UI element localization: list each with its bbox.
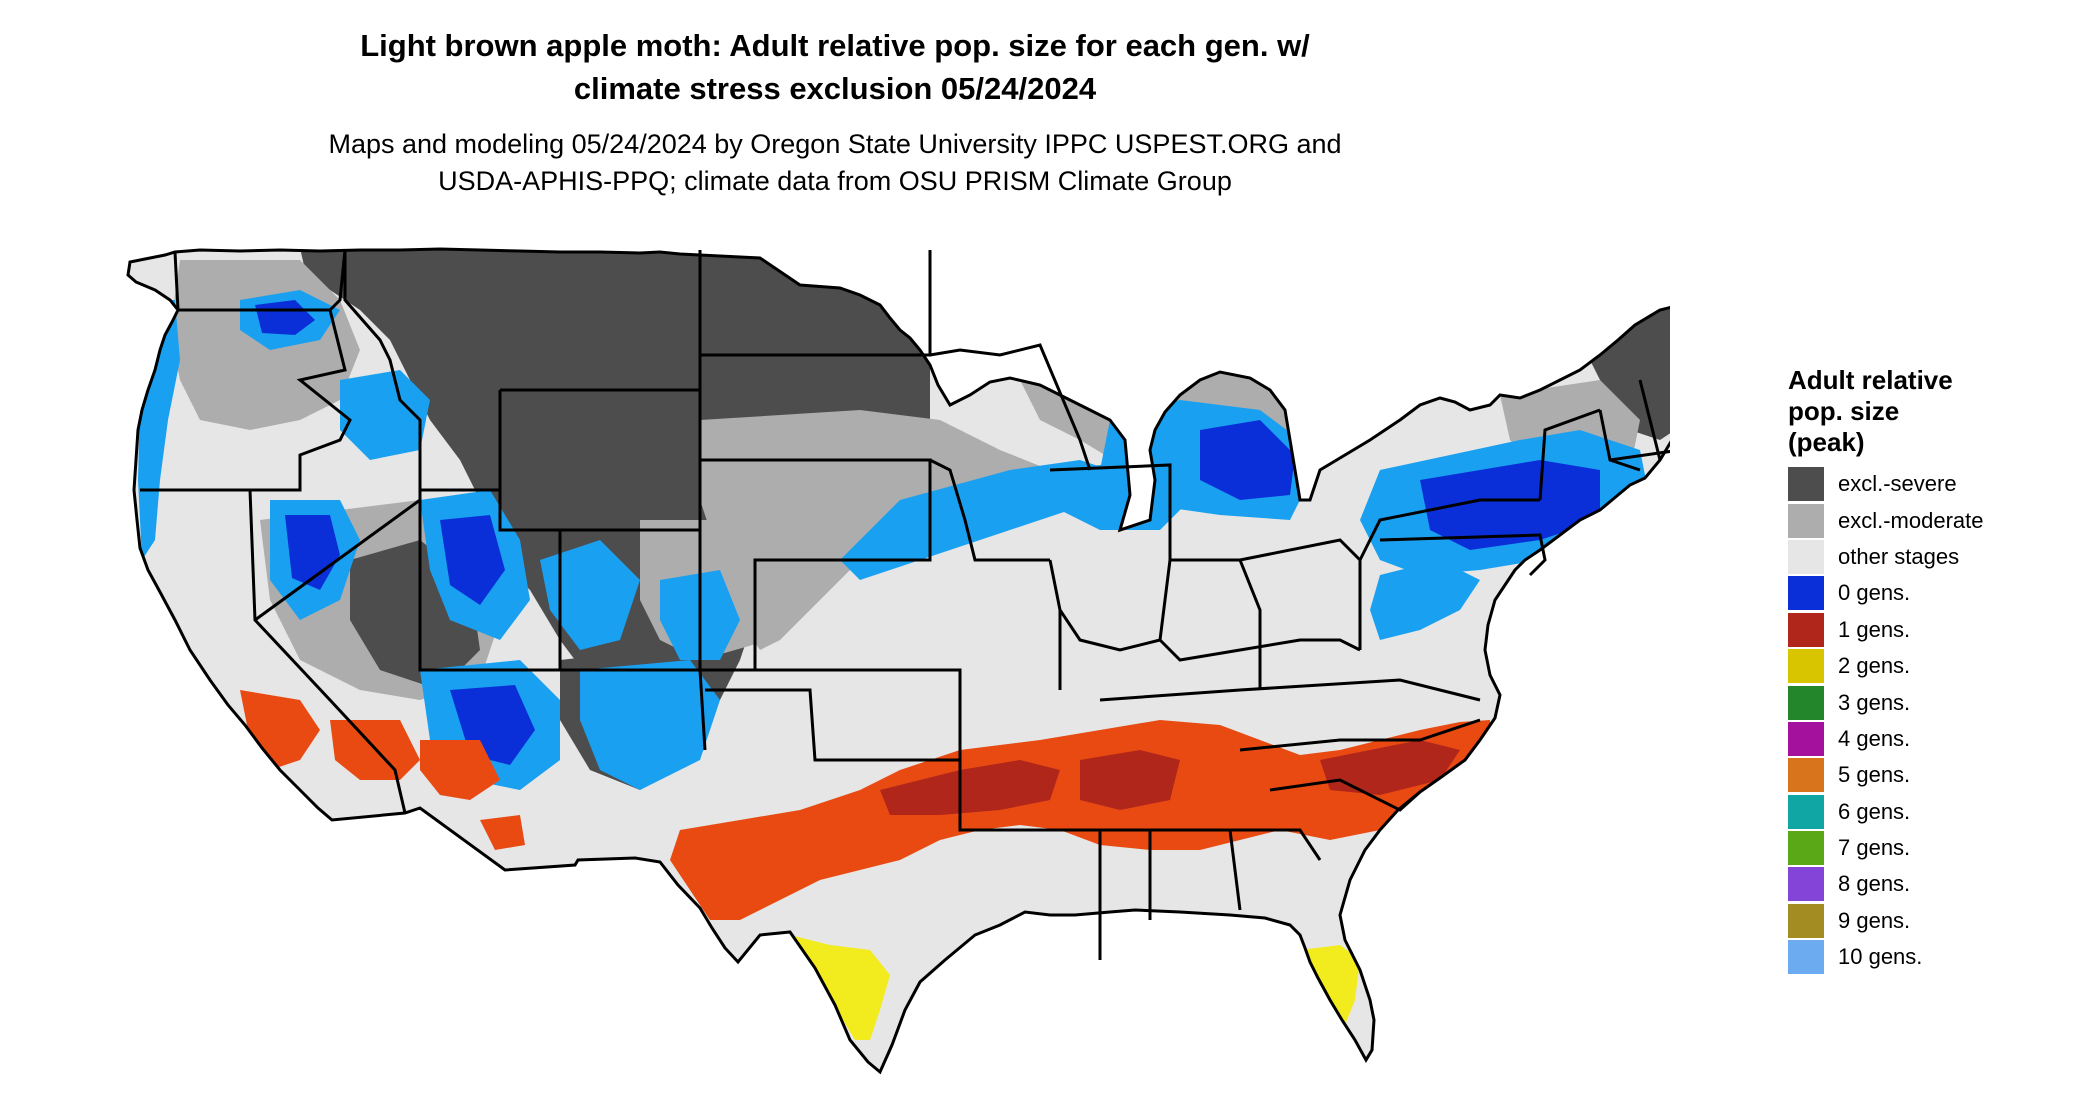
legend-item: 5 gens. <box>1788 757 2078 793</box>
legend-swatch <box>1788 721 1824 756</box>
legend-title-line-2: pop. size <box>1788 396 1900 426</box>
legend-item: 0 gens. <box>1788 575 2078 611</box>
legend-swatch <box>1788 685 1824 720</box>
legend-label: 10 gens. <box>1838 944 1923 970</box>
legend-label: excl.-moderate <box>1838 507 1984 533</box>
legend-swatch <box>1788 903 1824 938</box>
region-2-gens <box>790 935 1360 1040</box>
legend-swatch <box>1788 831 1824 866</box>
legend-item: 3 gens. <box>1788 684 2078 720</box>
region-excl-severe-upper-midwest <box>930 250 1080 355</box>
legend-swatch <box>1788 867 1824 902</box>
map-legend: Adult relative pop. size (peak) excl.-se… <box>1788 365 2078 975</box>
legend-item: excl.-moderate <box>1788 502 2078 538</box>
us-map <box>126 247 1670 1108</box>
legend-label: 7 gens. <box>1838 835 1911 861</box>
legend-items: excl.-severe excl.-moderate other stages 0 … <box>1788 466 2078 975</box>
legend-label: 2 gens. <box>1838 653 1911 679</box>
region-0-gens <box>138 290 1650 790</box>
legend-label: 3 gens. <box>1838 689 1911 715</box>
legend-label: 0 gens. <box>1838 580 1911 606</box>
legend-label: 9 gens. <box>1838 907 1911 933</box>
legend-item: other stages <box>1788 539 2078 575</box>
region-excl-severe-north <box>300 249 960 730</box>
legend-title-line-1: Adult relative <box>1788 365 1953 395</box>
legend-swatch <box>1788 539 1824 574</box>
legend-label: 8 gens. <box>1838 871 1911 897</box>
map-subtitle-line-2: USDA-APHIS-PPQ; climate data from OSU PR… <box>438 166 1232 196</box>
legend-swatch <box>1788 503 1824 538</box>
legend-item: 1 gens. <box>1788 612 2078 648</box>
legend-label: excl.-severe <box>1838 471 1957 497</box>
legend-title: Adult relative pop. size (peak) <box>1788 365 2078 458</box>
legend-swatch <box>1788 794 1824 829</box>
legend-item: 8 gens. <box>1788 866 2078 902</box>
legend-swatch <box>1788 758 1824 793</box>
legend-title-line-3: (peak) <box>1788 427 1865 457</box>
legend-swatch <box>1788 612 1824 647</box>
legend-label: 6 gens. <box>1838 798 1911 824</box>
legend-swatch <box>1788 576 1824 611</box>
legend-item: 2 gens. <box>1788 648 2078 684</box>
legend-item: 7 gens. <box>1788 830 2078 866</box>
map-title: Light brown apple moth: Adult relative p… <box>260 24 1410 110</box>
legend-label: 5 gens. <box>1838 762 1911 788</box>
state-borders <box>126 247 1670 1074</box>
map-title-line-1: Light brown apple moth: Adult relative p… <box>360 28 1310 63</box>
legend-item: excl.-severe <box>1788 466 2078 502</box>
legend-item: 9 gens. <box>1788 903 2078 939</box>
legend-item: 4 gens. <box>1788 721 2078 757</box>
region-green-florida-keys <box>1310 1086 1365 1108</box>
legend-swatch <box>1788 467 1824 502</box>
legend-label: other stages <box>1838 543 1960 569</box>
legend-label: 4 gens. <box>1838 725 1911 751</box>
legend-label: 1 gens. <box>1838 616 1911 642</box>
map-subtitle-line-1: Maps and modeling 05/24/2024 by Oregon S… <box>328 129 1342 159</box>
map-subtitle: Maps and modeling 05/24/2024 by Oregon S… <box>260 126 1410 200</box>
map-title-line-2: climate stress exclusion 05/24/2024 <box>573 71 1097 106</box>
legend-swatch <box>1788 940 1824 975</box>
legend-item: 6 gens. <box>1788 794 2078 830</box>
legend-item: 10 gens. <box>1788 939 2078 975</box>
legend-swatch <box>1788 649 1824 684</box>
